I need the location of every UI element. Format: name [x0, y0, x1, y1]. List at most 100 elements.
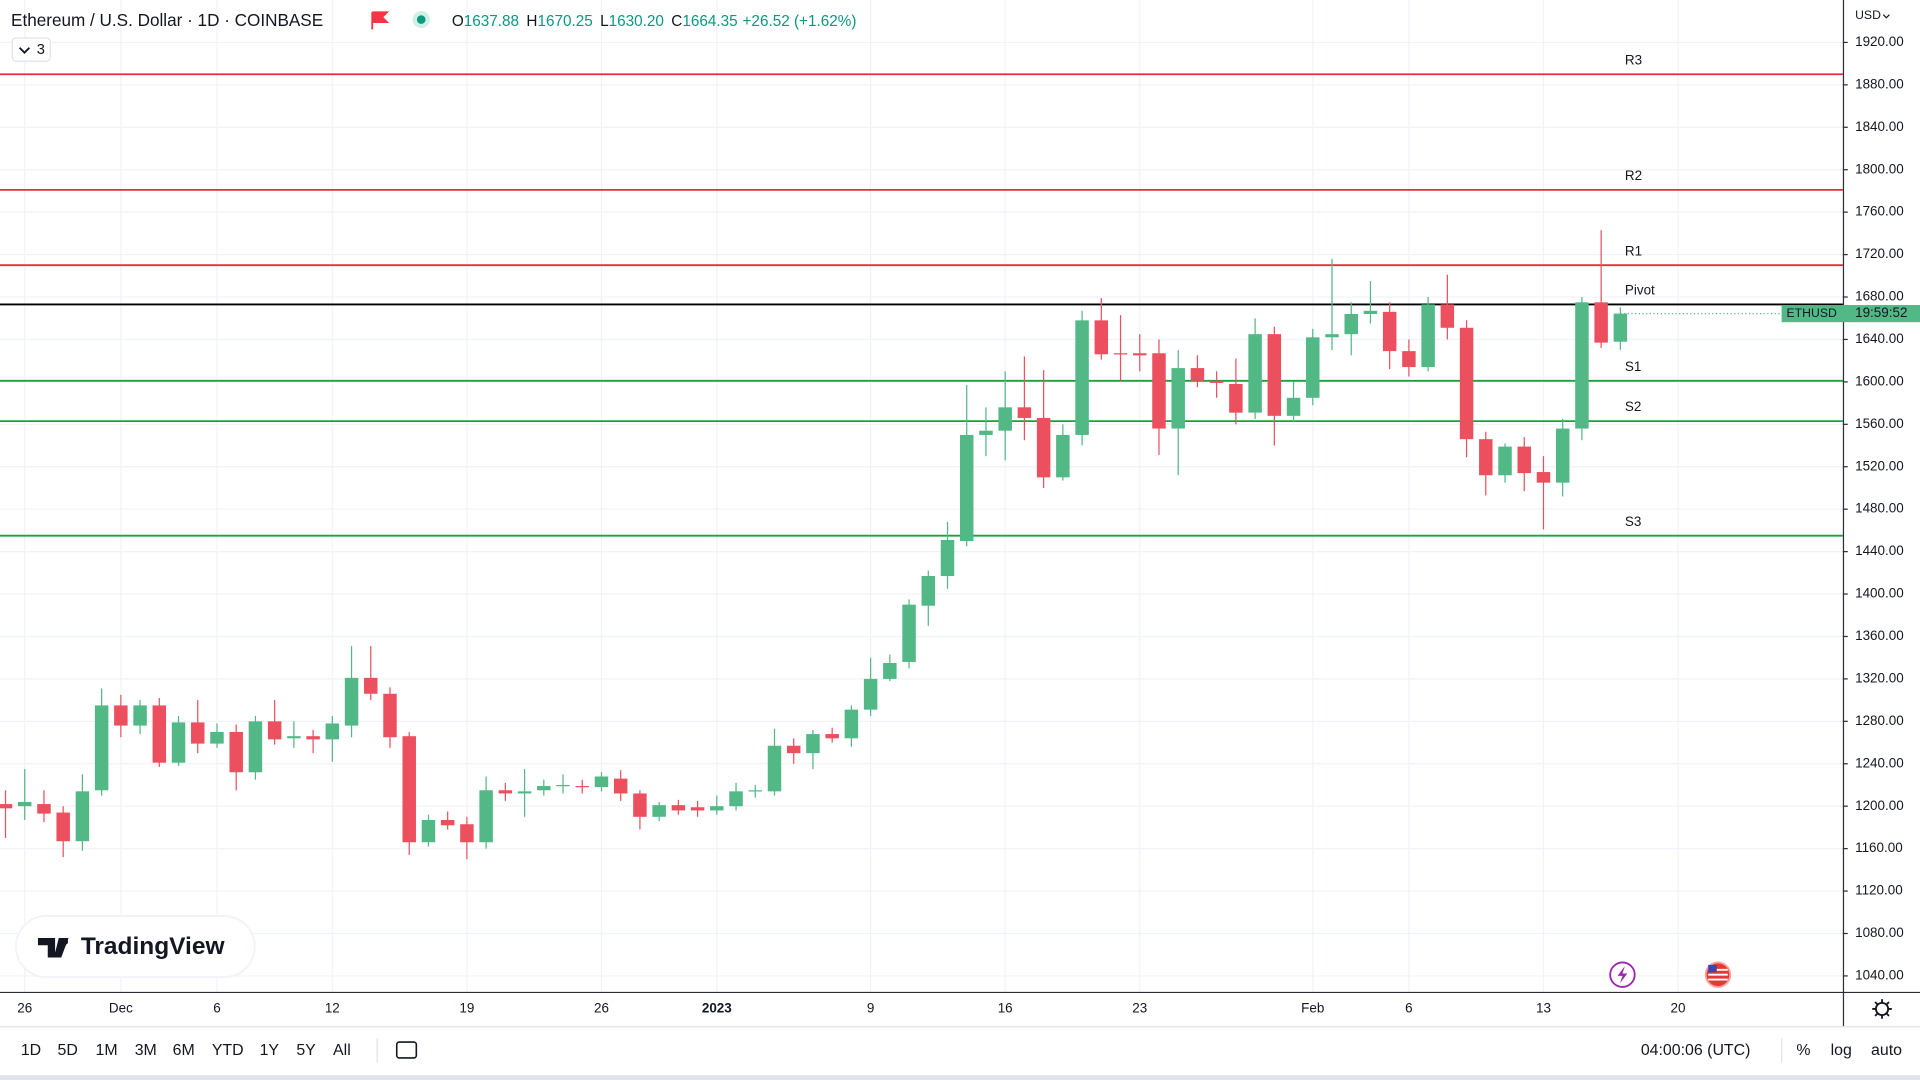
y-tick-label: 1600.00 — [1855, 373, 1904, 388]
bottom-strip — [0, 1075, 1920, 1080]
candle-body — [921, 576, 936, 606]
candle-body — [1248, 334, 1262, 413]
candle-body — [902, 604, 916, 662]
y-tick-label: 1480.00 — [1855, 501, 1904, 516]
candle-body — [844, 709, 859, 739]
lightning — [1617, 966, 1628, 984]
candle-body — [18, 801, 32, 807]
axes: 1040.00 1080.00 1120.00 1160.00 1200.00 1240.… — [17, 34, 1920, 1016]
range-button[interactable]: 6M — [173, 1042, 195, 1059]
candle-body — [1190, 368, 1205, 381]
candle-body — [671, 805, 686, 811]
x-tick-label: 23 — [1132, 1001, 1147, 1016]
range-button[interactable]: 5D — [58, 1042, 78, 1059]
currency-label[interactable]: USD — [1855, 8, 1881, 22]
candle-body — [1094, 320, 1109, 355]
chevron-icon — [18, 47, 31, 54]
candle-body — [1382, 311, 1397, 352]
candle-body — [594, 776, 609, 788]
candle-body — [960, 434, 974, 542]
candle-body — [940, 539, 955, 577]
date-range-icon[interactable] — [395, 1041, 418, 1059]
candle-body — [1286, 397, 1301, 416]
candle-body — [1402, 351, 1416, 368]
range-button[interactable]: 1Y — [260, 1042, 280, 1059]
candle-body — [460, 824, 474, 843]
x-tick-label: 16 — [998, 1001, 1013, 1016]
y-tick-label: 1800.00 — [1855, 161, 1904, 176]
scale-option[interactable]: % — [1796, 1042, 1810, 1059]
candle-body — [1479, 439, 1493, 476]
candle-body — [998, 407, 1012, 431]
candle-body — [806, 734, 820, 754]
scale-option[interactable]: log — [1831, 1042, 1852, 1059]
candle-body — [191, 722, 205, 744]
range-button[interactable]: 3M — [135, 1042, 157, 1059]
x-tick-label: 9 — [867, 1001, 874, 1016]
candle-body — [210, 731, 224, 744]
candle-body — [1152, 353, 1166, 429]
candle-body — [37, 804, 51, 814]
currency-chevron — [1882, 14, 1890, 19]
clock[interactable]: 04:00:06 (UTC) — [1641, 1042, 1751, 1059]
logo-badge[interactable] — [15, 915, 256, 979]
candle-body — [652, 805, 666, 817]
y-tick-label: 1760.00 — [1855, 204, 1904, 219]
range-button[interactable]: 5Y — [296, 1042, 316, 1059]
candle-body — [883, 662, 897, 679]
candle-body — [1036, 417, 1051, 478]
candle-body — [133, 705, 147, 726]
candle-body — [75, 791, 90, 842]
x-tick-label: 6 — [213, 1001, 220, 1016]
level-label: S1 — [1625, 359, 1641, 374]
y-tick-label: 1440.00 — [1855, 543, 1904, 558]
candle-body — [171, 722, 186, 763]
candle-body — [825, 734, 839, 739]
range-button[interactable]: 1M — [96, 1042, 118, 1059]
scale-option[interactable]: auto — [1871, 1042, 1902, 1059]
status-dot — [416, 15, 426, 24]
y-tick-label: 1920.00 — [1855, 34, 1904, 49]
bottom-toolbar: 1D 5D 1M 3M 6M YTD 1Y 5Y All 04:00:06 (UTC)% log au… — [21, 1042, 1902, 1059]
range-button[interactable]: All — [333, 1042, 351, 1059]
y-tick-label: 1360.00 — [1855, 628, 1904, 643]
flag-icon[interactable] — [371, 11, 390, 30]
ohlc-value: 1670.25 — [537, 13, 592, 30]
y-tick-label: 1280.00 — [1855, 713, 1904, 728]
candle-body — [1594, 302, 1608, 343]
y-tick-label: 1120.00 — [1855, 883, 1903, 898]
y-tick-label: 1200.00 — [1855, 798, 1904, 813]
candle-body — [1575, 302, 1589, 429]
level-label: S2 — [1625, 399, 1641, 414]
y-tick-label: 1680.00 — [1855, 289, 1904, 304]
indicator-toggle[interactable] — [11, 37, 51, 62]
logo-dot — [61, 938, 69, 945]
candle-body — [1421, 304, 1435, 368]
y-tick-label: 1320.00 — [1855, 670, 1904, 685]
x-tick-label: 12 — [325, 1001, 340, 1016]
candle-body — [1306, 337, 1320, 398]
candles — [0, 230, 1628, 860]
candle-body — [575, 786, 589, 788]
candle-body — [1075, 320, 1089, 435]
ohlc-key: L — [600, 13, 609, 30]
range-button[interactable]: 1D — [21, 1042, 41, 1059]
candle-body — [1325, 334, 1339, 338]
candle-body — [248, 721, 263, 773]
y-tick-label: 1840.00 — [1855, 119, 1904, 134]
x-tick-label: 20 — [1671, 1001, 1686, 1016]
candle-body — [1517, 446, 1531, 474]
candle-body — [114, 705, 128, 726]
candle-body — [1363, 310, 1378, 314]
range-button[interactable]: YTD — [212, 1042, 244, 1059]
ohlc-value: 1630.20 — [609, 13, 664, 30]
y-tick-label: 1400.00 — [1855, 586, 1904, 601]
symbol-label: ETHUSD — [1787, 306, 1837, 320]
symbol-title: Ethereum / U.S. Dollar · 1D · COINBASE — [11, 9, 323, 29]
x-tick-label: 26 — [17, 1001, 32, 1016]
x-tick-label: 19 — [459, 1001, 474, 1016]
candle-body — [498, 790, 513, 794]
candle-body — [979, 430, 993, 435]
candle-body — [1113, 353, 1128, 355]
ohlc-key: O — [452, 13, 464, 30]
